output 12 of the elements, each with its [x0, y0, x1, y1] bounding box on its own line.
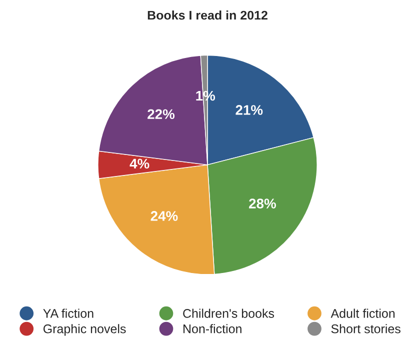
- data-label: 4%: [130, 158, 150, 169]
- chart-title: Books I read in 2012: [148, 10, 268, 20]
- legend-label: YA fiction: [43, 308, 94, 318]
- legend-label: Short stories: [331, 324, 400, 334]
- legend-label: Non-fiction: [184, 324, 242, 334]
- data-label: 24%: [150, 211, 178, 221]
- data-label: 22%: [148, 109, 175, 120]
- legend-label: Adult fiction: [330, 308, 395, 318]
- data-label: 21%: [236, 105, 263, 115]
- data-label: 28%: [249, 198, 276, 208]
- legend-label: Children's books: [183, 308, 274, 318]
- legend-label: Graphic novels: [43, 324, 126, 336]
